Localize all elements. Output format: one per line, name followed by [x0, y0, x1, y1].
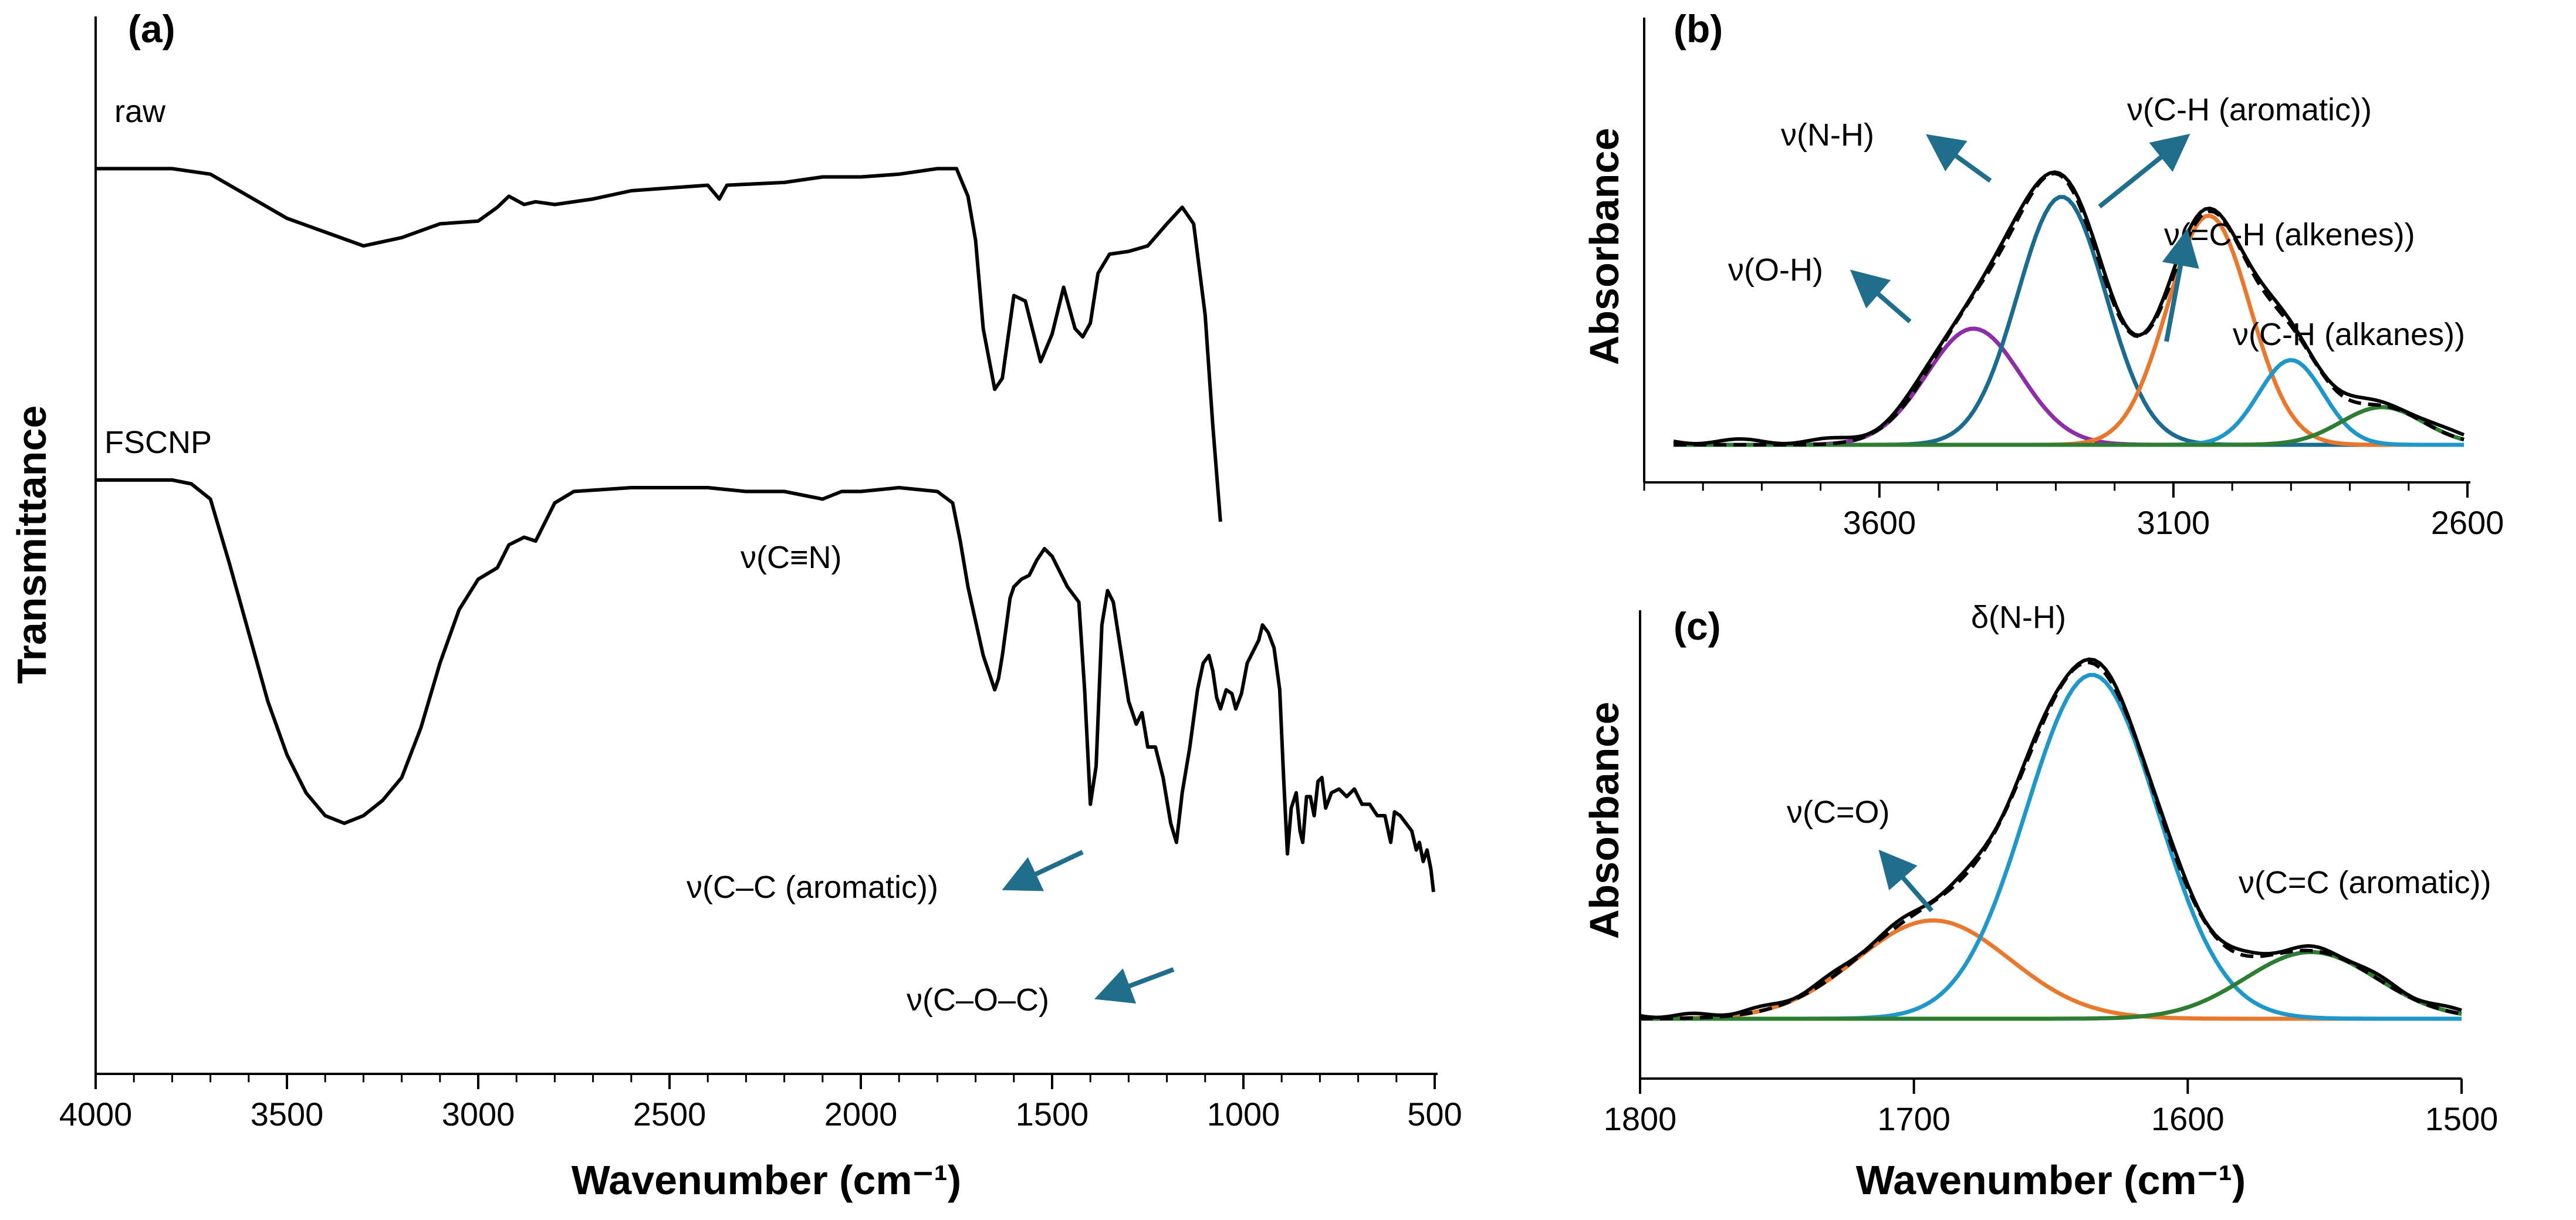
annotation-n-h-bend: δ(N-H) — [1971, 600, 2066, 635]
annotation-c-o-c: ν(C–O–C) — [907, 982, 1049, 1018]
series-label-raw: raw — [114, 94, 166, 129]
arrow-c-h-aromatic — [2098, 133, 2190, 209]
annotation-c-c-aromatic: ν(C=C (aromatic)) — [2239, 865, 2492, 900]
panel-a: (a) 4000 3500 3000 2500 2000 1500 1000 5… — [9, 7, 1462, 1203]
arrow-c-o — [1878, 849, 1934, 913]
panel-c-x-axis-title: Wavenumber (cm⁻¹) — [1856, 1157, 2246, 1203]
panel-c-curves — [1640, 672, 2462, 1021]
c-tick-label: 1700 — [1877, 1100, 1950, 1137]
panel-b-x-ticks — [1643, 482, 2469, 498]
arrow-c-c-aromatic — [1002, 850, 1084, 891]
annotation-c-h-aromatic: ν(C-H (aromatic)) — [2127, 92, 2372, 127]
arrow-c-o-c — [1094, 967, 1175, 1004]
panel-b-y-axis-title: Absorbance — [1581, 128, 1627, 366]
series-line-raw — [96, 167, 1222, 522]
measured-spectrum — [1673, 170, 2465, 446]
series-line-fscnp — [96, 478, 1435, 893]
fit-curve-n-h-bend — [1640, 672, 2462, 1021]
b-tick-label: 2600 — [2431, 504, 2504, 541]
panel-b-x-tick-labels: 3600 3100 2600 — [1843, 504, 2504, 541]
panel-c-tag: (c) — [1674, 604, 1721, 648]
panel-c-y-axis-title: Absorbance — [1581, 702, 1627, 939]
panel-a-x-tick-labels: 4000 3500 3000 2500 2000 1500 1000 500 — [59, 1096, 1462, 1133]
panel-a-x-axis-title: Wavenumber (cm⁻¹) — [572, 1157, 961, 1203]
panel-c-x-ticks — [1639, 1079, 2463, 1094]
b-tick-label: 3600 — [1843, 504, 1916, 541]
annotation-c-h-alkenes: ν(=C-H (alkenes)) — [2164, 217, 2415, 252]
annotation-n-h: ν(N-H) — [1781, 117, 1874, 153]
a-tick-label: 3500 — [251, 1096, 324, 1133]
c-tick-label: 1800 — [1604, 1100, 1677, 1137]
panel-a-tag: (a) — [128, 7, 175, 50]
arrow-o-h — [1850, 269, 1912, 324]
annotation-c-h-alkanes: ν(C-H (alkanes)) — [2233, 317, 2465, 352]
fit-sum-dashed — [1674, 171, 2465, 447]
panel-b-tag: (b) — [1674, 7, 1723, 50]
fit-sum-dashed — [1640, 660, 2462, 1020]
annotation-c-triple-n: ν(C≡N) — [741, 540, 841, 575]
annotation-c-c-aromatic: ν(C–C (aromatic)) — [687, 870, 938, 905]
series-label-fscnp: FSCNP — [104, 425, 212, 460]
a-tick-label: 500 — [1407, 1096, 1462, 1133]
annotation-c-o: ν(C=O) — [1787, 795, 1890, 830]
a-tick-label: 3000 — [442, 1096, 515, 1133]
panel-b: (b) 3600 3100 2600 Absorbance ν(N-H) ν(C… — [1581, 7, 2504, 541]
a-tick-label: 1500 — [1016, 1096, 1089, 1133]
arrow-n-h — [1926, 134, 1992, 183]
annotation-o-h: ν(O-H) — [1728, 252, 1823, 288]
panel-a-x-ticks — [94, 1074, 1436, 1089]
panel-a-y-axis-title: Transmittance — [9, 405, 55, 684]
a-tick-label: 2000 — [824, 1096, 898, 1133]
c-tick-label: 1500 — [2425, 1100, 2499, 1137]
panel-c-x-tick-labels: 1800 1700 1600 1500 — [1604, 1100, 2499, 1137]
a-tick-label: 4000 — [59, 1096, 133, 1133]
arrow-c-h-alkenes — [2162, 228, 2199, 342]
b-tick-label: 3100 — [2137, 504, 2210, 541]
a-tick-label: 1000 — [1207, 1096, 1280, 1133]
measured-spectrum — [1639, 657, 2462, 1019]
a-tick-label: 2500 — [633, 1096, 706, 1133]
c-tick-label: 1600 — [2151, 1100, 2225, 1137]
panel-c: (c) 1800 1700 1600 1500 Wavenumber (cm⁻¹… — [1581, 600, 2498, 1203]
